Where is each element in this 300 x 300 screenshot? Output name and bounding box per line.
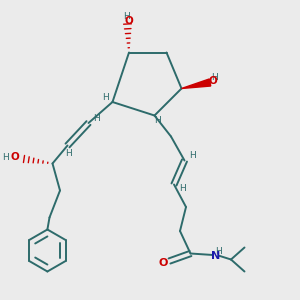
Text: O: O	[208, 76, 217, 86]
Text: O: O	[11, 152, 20, 163]
Text: H: H	[211, 73, 218, 82]
Text: H: H	[66, 149, 72, 158]
Polygon shape	[182, 79, 211, 88]
Text: H: H	[94, 114, 100, 123]
Text: H: H	[190, 152, 196, 160]
Text: O: O	[124, 16, 134, 26]
Text: H: H	[3, 153, 9, 162]
Text: O: O	[158, 258, 168, 268]
Text: H: H	[103, 93, 109, 102]
Text: N: N	[212, 251, 220, 261]
Text: H: H	[215, 247, 222, 256]
Text: H: H	[123, 12, 129, 21]
Text: H: H	[154, 116, 161, 125]
Text: H: H	[180, 184, 186, 193]
